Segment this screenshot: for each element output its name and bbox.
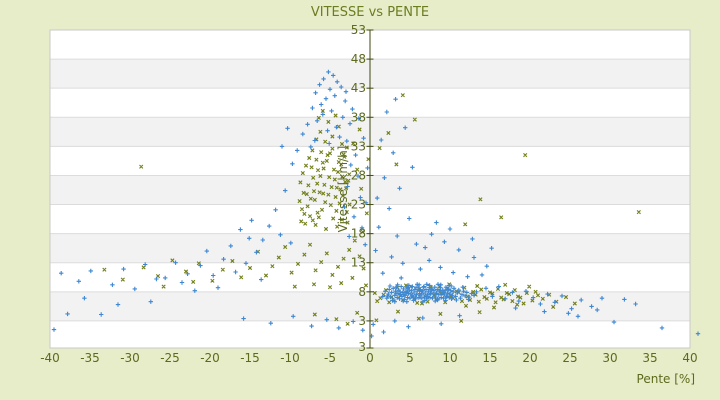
svg-text:33: 33	[351, 139, 366, 153]
svg-text:38: 38	[351, 110, 366, 124]
svg-text:-30: -30	[120, 351, 140, 365]
svg-text:25: 25	[562, 351, 577, 365]
svg-text:15: 15	[482, 351, 497, 365]
svg-text:23: 23	[351, 198, 366, 212]
svg-text:5: 5	[406, 351, 414, 365]
svg-text:48: 48	[351, 52, 366, 66]
chart-title: VITESSE vs PENTE	[310, 5, 430, 20]
svg-text:-40: -40	[40, 351, 60, 365]
series-blue	[51, 69, 701, 339]
svg-text:10: 10	[442, 351, 457, 365]
x-tick-labels: -40 -35 -30 -25 -20 -15 -10 -5 0 5 10 15 20 25 30 35 40	[40, 351, 697, 365]
svg-text:43: 43	[351, 81, 366, 95]
svg-text:0: 0	[366, 351, 374, 365]
svg-text:35: 35	[642, 351, 657, 365]
svg-text:-35: -35	[80, 351, 100, 365]
svg-text:3: 3	[358, 314, 366, 328]
svg-text:30: 30	[602, 351, 617, 365]
y-axis-title: Vitesse [km/h]	[336, 146, 350, 233]
svg-text:3: 3	[358, 340, 366, 354]
svg-text:-5: -5	[324, 351, 336, 365]
zero-axis	[366, 29, 374, 349]
x-axis-title: Pente [%]	[637, 372, 695, 386]
svg-text:8: 8	[358, 285, 366, 299]
svg-text:-15: -15	[240, 351, 260, 365]
svg-text:13: 13	[351, 256, 366, 270]
svg-text:53: 53	[351, 23, 366, 37]
svg-text:-25: -25	[160, 351, 180, 365]
svg-text:-20: -20	[200, 351, 220, 365]
svg-text:40: 40	[682, 351, 697, 365]
svg-text:18: 18	[351, 227, 366, 241]
svg-text:-10: -10	[280, 351, 300, 365]
svg-text:20: 20	[522, 351, 537, 365]
svg-text:28: 28	[351, 169, 366, 183]
